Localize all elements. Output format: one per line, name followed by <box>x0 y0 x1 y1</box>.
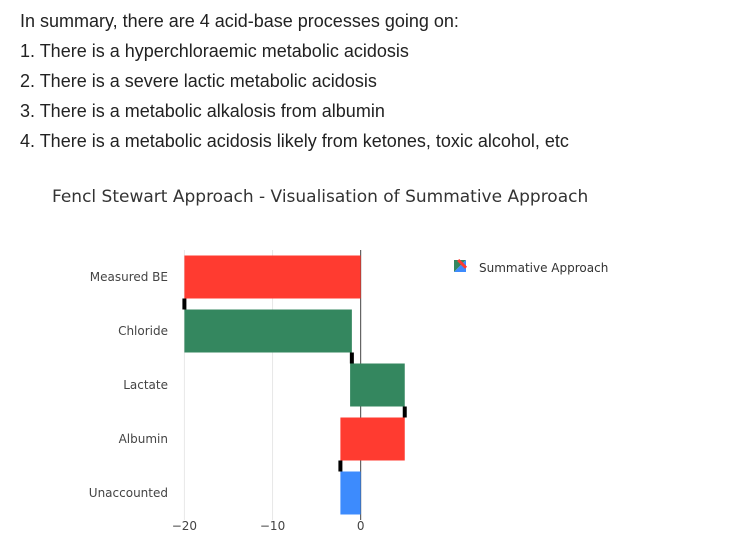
bars[interactable] <box>184 255 405 515</box>
y-tick-label: Albumin <box>119 432 168 446</box>
waterfall-chart[interactable]: Fencl Stewart Approach - Visualisation o… <box>0 175 744 558</box>
y-axis-labels: Measured BE Chloride Lactate Albumin Unaccou… <box>89 270 168 500</box>
summary-item-3: 3. There is a metabolic alkalosis from a… <box>20 101 385 121</box>
summary-intro: In summary, there are 4 acid-base proces… <box>20 11 459 31</box>
legend[interactable]: Summative Approach <box>454 258 608 275</box>
chart-svg[interactable]: Fencl Stewart Approach - Visualisation o… <box>0 175 744 558</box>
y-tick-label: Measured BE <box>90 270 168 284</box>
x-axis-labels: −20 −10 0 <box>172 519 365 533</box>
bar-measured-be[interactable] <box>184 255 361 299</box>
legend-swatch-decrease <box>457 258 468 269</box>
y-tick-label: Chloride <box>118 324 168 338</box>
x-tick-label: −10 <box>260 519 285 533</box>
summary-item-1: 1. There is a hyperchloraemic metabolic … <box>20 41 409 61</box>
legend-swatch-icon <box>454 258 468 272</box>
summary-item-2: 2. There is a severe lactic metabolic ac… <box>20 71 377 91</box>
summary-text: In summary, there are 4 acid-base proces… <box>20 6 730 156</box>
bar-lactate[interactable] <box>350 363 405 407</box>
x-tick-label: 0 <box>357 519 365 533</box>
bar-albumin[interactable] <box>340 417 405 461</box>
y-tick-label: Unaccounted <box>89 486 168 500</box>
summary-item-4: 4. There is a metabolic acidosis likely … <box>20 131 569 151</box>
chart-title: Fencl Stewart Approach - Visualisation o… <box>52 187 588 207</box>
legend-label: Summative Approach <box>479 261 608 275</box>
x-tick-label: −20 <box>172 519 197 533</box>
y-tick-label: Lactate <box>123 378 168 392</box>
bar-chloride[interactable] <box>184 309 352 353</box>
connectors <box>182 298 407 472</box>
bar-unaccounted[interactable] <box>340 471 361 515</box>
